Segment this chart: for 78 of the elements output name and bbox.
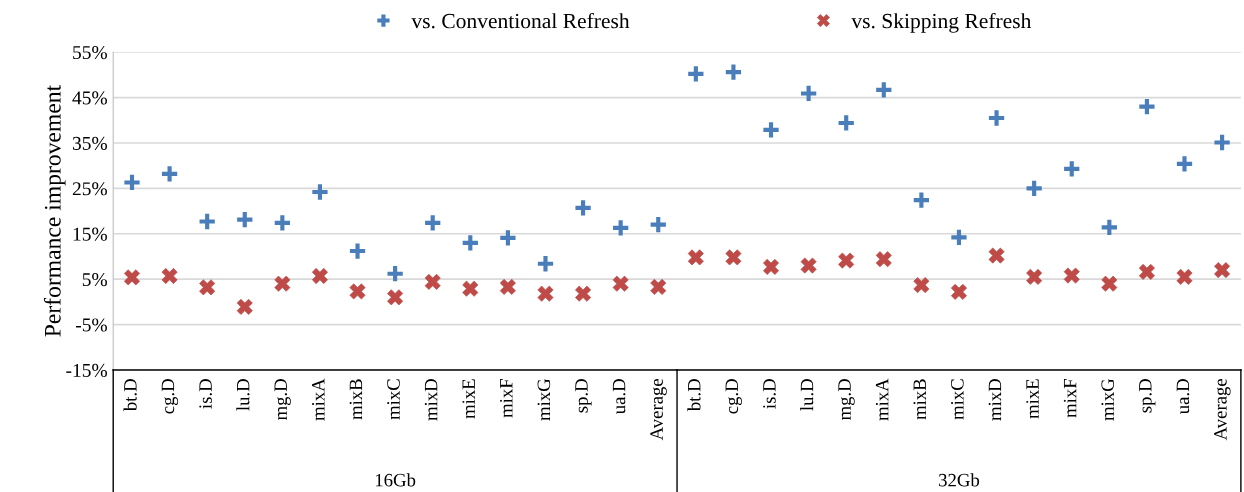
point bbox=[159, 164, 180, 184]
point bbox=[1062, 159, 1082, 179]
point bbox=[122, 172, 142, 193]
x-axis-title: 32Gb bbox=[939, 473, 980, 487]
point bbox=[874, 80, 894, 100]
x-tick-label: mixC bbox=[951, 379, 964, 420]
x-tick-label: sp.D bbox=[575, 379, 592, 413]
x-tick-label: bt.D bbox=[123, 379, 137, 412]
x-axis-title: 16Gb bbox=[375, 473, 416, 487]
x-tick-label: mixD bbox=[988, 379, 1002, 421]
y-tick-label: -15% bbox=[66, 363, 107, 377]
point bbox=[798, 83, 819, 104]
y-tick-label: -5% bbox=[75, 318, 107, 332]
y-tick-label: 25% bbox=[72, 182, 107, 196]
y-tick-label: 15% bbox=[73, 227, 107, 241]
x-tick-label: mixC bbox=[387, 379, 400, 420]
point bbox=[1137, 96, 1157, 117]
point bbox=[836, 113, 856, 133]
x-tick-label: mixF bbox=[1063, 378, 1077, 418]
point bbox=[686, 64, 706, 84]
x-tick-label: ua.D bbox=[612, 379, 626, 414]
x-tick-label: mixA bbox=[875, 378, 889, 421]
point bbox=[911, 190, 932, 210]
x-tick-label: mg.D bbox=[838, 379, 855, 421]
point bbox=[385, 264, 405, 284]
x-tick-label: Average bbox=[1214, 378, 1231, 441]
y-tick-label: 35% bbox=[72, 136, 107, 150]
point bbox=[310, 182, 330, 202]
x-tick-label: mixE bbox=[462, 379, 475, 419]
point bbox=[723, 62, 744, 82]
x-tick-label: lu.D bbox=[800, 379, 814, 411]
point bbox=[197, 211, 217, 232]
x-tick-label: bt.D bbox=[687, 379, 701, 412]
x-tick-label: Average bbox=[650, 378, 667, 441]
legend-label: vs. Conventional Refresh bbox=[411, 12, 630, 29]
y-tick-label: 45% bbox=[72, 91, 107, 105]
point bbox=[272, 213, 293, 233]
point bbox=[610, 218, 631, 238]
x-tick-label: mixB bbox=[349, 379, 363, 420]
point bbox=[498, 228, 518, 248]
point bbox=[347, 241, 368, 261]
point bbox=[1024, 178, 1044, 199]
point bbox=[986, 108, 1007, 128]
point bbox=[1174, 154, 1195, 174]
x-tick-label: mg.D bbox=[274, 379, 291, 421]
x-tick-label: mixF bbox=[499, 378, 513, 418]
point bbox=[1063, 267, 1080, 284]
point bbox=[124, 269, 140, 286]
point bbox=[460, 233, 481, 253]
x-tick-label: sp.D bbox=[1139, 379, 1156, 413]
x-tick-label: ua.D bbox=[1176, 379, 1190, 414]
point bbox=[1212, 132, 1232, 153]
legend-label: vs. Skipping Refresh bbox=[851, 12, 1032, 33]
point bbox=[161, 268, 178, 284]
point bbox=[422, 213, 443, 233]
point bbox=[648, 214, 668, 235]
x-tick-label: mixG bbox=[1101, 378, 1115, 421]
x-tick-label: mixE bbox=[1026, 379, 1039, 419]
point bbox=[573, 198, 593, 218]
x-tick-label: is.D bbox=[763, 379, 776, 409]
x-tick-label: mixG bbox=[537, 378, 551, 421]
point bbox=[838, 252, 855, 269]
point bbox=[575, 285, 592, 302]
y-tick-label: 5% bbox=[82, 272, 107, 287]
x-tick-label: mixD bbox=[424, 379, 438, 421]
x-tick-label: is.D bbox=[199, 379, 212, 409]
point bbox=[949, 227, 969, 248]
point bbox=[1099, 217, 1120, 238]
y-axis-title: Performance improvement bbox=[43, 85, 66, 337]
x-tick-label: lu.D bbox=[236, 379, 250, 411]
x-tick-label: mixB bbox=[913, 379, 926, 420]
point bbox=[761, 120, 781, 140]
point bbox=[235, 209, 255, 230]
point bbox=[535, 254, 556, 274]
x-tick-label: mixA bbox=[312, 378, 325, 421]
x-tick-label: cg.D bbox=[161, 379, 179, 414]
y-tick-label: 55% bbox=[73, 45, 107, 60]
x-tick-label: cg.D bbox=[725, 379, 742, 414]
